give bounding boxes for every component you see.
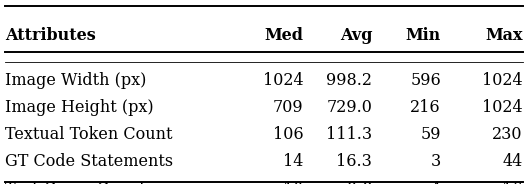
- Text: 230: 230: [492, 126, 523, 143]
- Text: 106: 106: [273, 126, 304, 143]
- Text: 111.3: 111.3: [326, 126, 372, 143]
- Text: Med: Med: [265, 27, 304, 44]
- Text: 216: 216: [410, 99, 441, 116]
- Text: Min: Min: [406, 27, 441, 44]
- Text: 596: 596: [410, 72, 441, 89]
- Text: 44: 44: [503, 153, 523, 170]
- Text: 16.3: 16.3: [336, 153, 372, 170]
- Text: 1024: 1024: [482, 99, 523, 116]
- Text: Image Width (px): Image Width (px): [5, 72, 147, 89]
- Text: 14: 14: [283, 153, 304, 170]
- Text: 10: 10: [283, 181, 304, 184]
- Text: 4: 4: [431, 181, 441, 184]
- Text: 1024: 1024: [482, 72, 523, 89]
- Text: 59: 59: [420, 126, 441, 143]
- Text: Max: Max: [485, 27, 523, 44]
- Text: 9.8: 9.8: [346, 181, 372, 184]
- Text: 729.0: 729.0: [326, 99, 372, 116]
- Text: 3: 3: [431, 153, 441, 170]
- Text: Image Height (px): Image Height (px): [5, 99, 154, 116]
- Text: Test Cases Count: Test Cases Count: [5, 181, 146, 184]
- Text: 998.2: 998.2: [326, 72, 372, 89]
- Text: 709: 709: [273, 99, 304, 116]
- Text: Avg: Avg: [340, 27, 372, 44]
- Text: 1024: 1024: [263, 72, 304, 89]
- Text: Textual Token Count: Textual Token Count: [5, 126, 173, 143]
- Text: Attributes: Attributes: [5, 27, 96, 44]
- Text: GT Code Statements: GT Code Statements: [5, 153, 173, 170]
- Text: 16: 16: [502, 181, 523, 184]
